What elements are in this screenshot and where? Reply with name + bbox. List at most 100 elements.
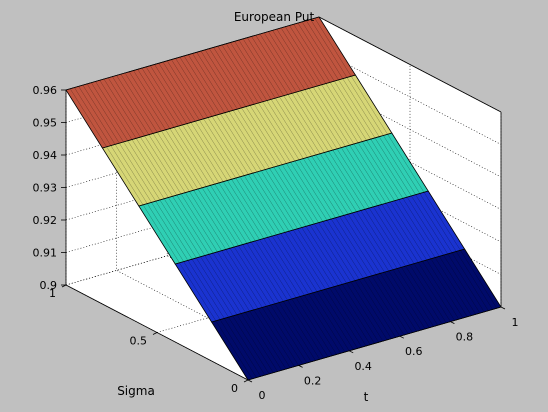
surface-mesh-line: [222, 181, 260, 240]
surface-mesh-line: [147, 203, 184, 262]
surface-mesh-line: [232, 110, 270, 169]
surface-mesh-line: [240, 313, 278, 372]
surface-mesh-line: [293, 24, 331, 83]
z-tick-label: 0.94: [33, 149, 58, 162]
surface-mesh-line: [282, 164, 319, 223]
surface-mesh-line: [74, 87, 111, 146]
x-tick-mark: [500, 306, 506, 310]
surface-mesh-line: [188, 54, 225, 113]
surface-mesh-line: [255, 35, 293, 94]
z-tick-label: 0.96: [33, 84, 58, 97]
surface-mesh-line: [209, 48, 246, 107]
surface-mesh-line: [242, 38, 280, 97]
surface-mesh-line: [127, 140, 165, 199]
surface-mesh-line: [142, 204, 180, 263]
surface-mesh-line: [460, 250, 497, 309]
surface-mesh-line: [259, 33, 297, 93]
surface-mesh-line: [374, 137, 412, 196]
surface-mesh-line: [259, 239, 297, 298]
surface-mesh-line: [337, 285, 375, 344]
surface-mesh-line: [185, 192, 222, 251]
surface-mesh-line: [336, 148, 374, 207]
surface-mesh-line: [288, 231, 326, 290]
surface-mesh-line: [279, 96, 317, 155]
surface-mesh-line: [360, 210, 398, 269]
x-tick-mark: [247, 379, 253, 383]
surface-mesh-line: [226, 43, 263, 102]
surface-mesh-line: [214, 184, 252, 243]
surface-mesh-line: [402, 198, 440, 257]
surface-mesh-line: [254, 104, 291, 163]
surface-mesh-line: [346, 282, 384, 342]
surface-mesh-line: [137, 69, 175, 128]
surface-mesh-line: [155, 201, 193, 260]
x-tick-label: 0.6: [405, 345, 423, 358]
surface-mesh-line: [228, 317, 266, 376]
surface-mesh-line: [388, 270, 426, 329]
surface-mesh-line: [221, 44, 259, 104]
surface-mesh-line: [186, 123, 224, 182]
surface-mesh-line: [162, 61, 200, 121]
surface-mesh-line: [272, 30, 310, 89]
surface-mesh-line: [251, 36, 289, 95]
surface-mesh-line: [287, 300, 325, 359]
surface-mesh-line: [249, 310, 287, 370]
surface-mesh-line: [270, 304, 308, 364]
surface-mesh-line: [275, 98, 312, 157]
surface-mesh-line: [285, 26, 322, 85]
y-tick-label: 1: [49, 287, 56, 300]
z-tick-label: 0.9: [40, 279, 58, 292]
surface-mesh-line: [316, 291, 354, 350]
x-tick-label: 0.8: [456, 331, 474, 344]
surface-mesh-line: [157, 132, 194, 191]
surface-mesh-line: [191, 259, 229, 318]
surface-mesh-line: [301, 21, 339, 80]
surface-mesh-line: [370, 138, 408, 198]
surface-mesh-line: [308, 88, 346, 147]
surface-mesh-line: [293, 229, 330, 289]
surface-mesh-line: [278, 302, 316, 361]
surface-mesh-line: [159, 199, 197, 259]
surface-mesh-line: [235, 177, 273, 237]
surface-mesh-line: [291, 298, 329, 357]
surface-mesh-line: [430, 258, 468, 317]
surface-mesh-line: [307, 157, 345, 216]
surface-mesh-line: [398, 199, 436, 258]
surface-mesh-line: [195, 121, 232, 180]
surface-mesh-line: [301, 227, 339, 286]
surface-mesh-line: [280, 27, 318, 87]
surface-mesh-line: [349, 145, 387, 204]
surface-mesh-line: [268, 31, 305, 90]
surface-mesh-line: [250, 242, 288, 301]
surface-mesh-line: [341, 147, 378, 206]
surface-mesh-line: [338, 79, 376, 138]
z-tick-label: 0.93: [33, 182, 58, 195]
surface-mesh-line: [172, 196, 210, 255]
surface-mesh-line: [175, 58, 213, 117]
surface-mesh-line: [239, 176, 277, 235]
surface-mesh-line: [215, 320, 253, 379]
surface-mesh-line: [176, 194, 214, 254]
grid-line-z: [65, 179, 502, 275]
surface-mesh-line: [231, 179, 269, 238]
surface-mesh-line: [394, 200, 432, 259]
surface-mesh-line: [303, 158, 340, 217]
surface-mesh-line: [82, 85, 120, 144]
surface-mesh-line: [196, 52, 234, 111]
surface-mesh-line: [343, 215, 381, 274]
surface-mesh-line: [314, 18, 352, 77]
surface-mesh-line: [228, 111, 266, 170]
surface-mesh-line: [318, 222, 356, 281]
surface-mesh-line: [362, 141, 399, 200]
surface-mesh-line: [347, 214, 385, 273]
surface-mesh-line: [236, 314, 274, 373]
surface-mesh-line: [334, 80, 371, 140]
surface-mesh-line: [405, 265, 443, 325]
surface-mesh-line: [304, 295, 341, 354]
surface-mesh-line: [308, 293, 346, 353]
surface-mesh-line: [266, 306, 303, 365]
surface-mesh-line: [387, 134, 425, 193]
surface-mesh-line: [300, 296, 337, 355]
surface-mesh-line: [196, 257, 233, 317]
surface-mesh-line: [329, 287, 367, 347]
